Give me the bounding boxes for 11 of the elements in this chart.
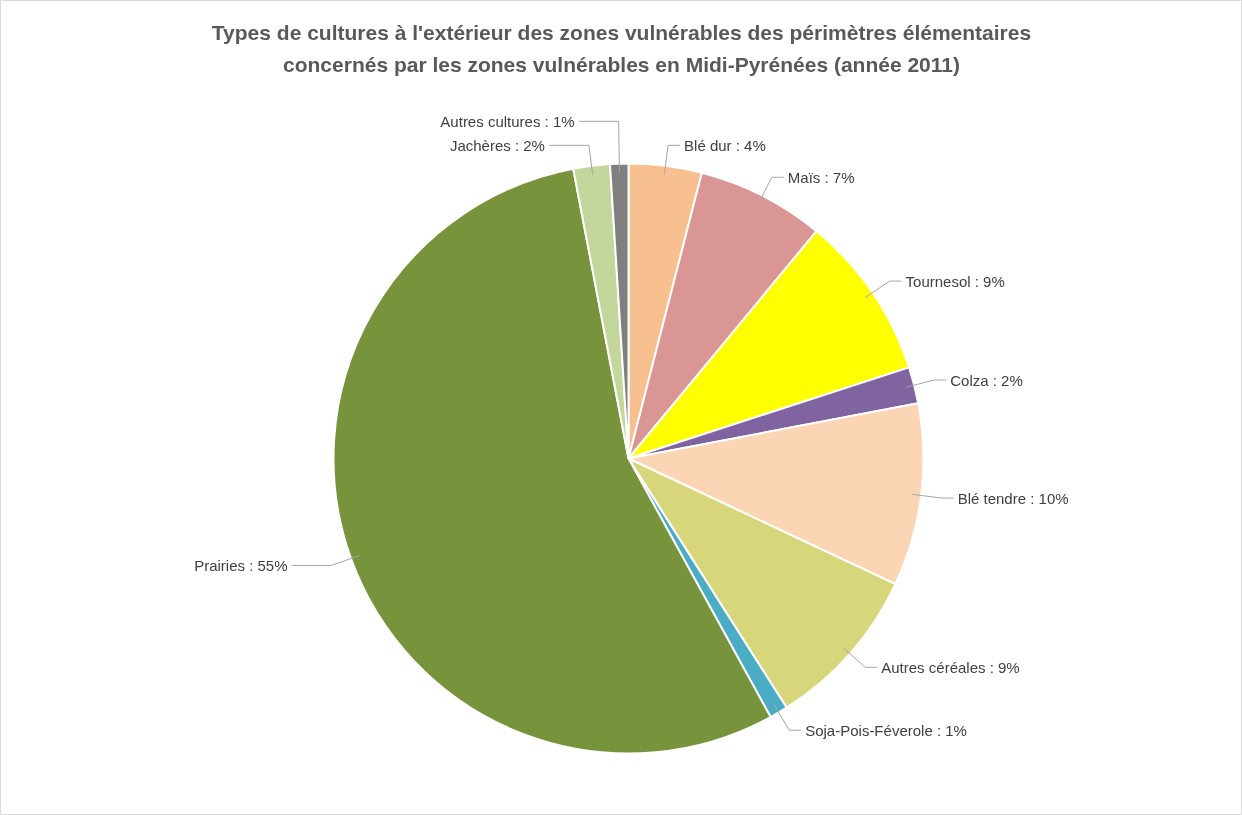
slice-label: Autres céréales : 9%	[881, 658, 1020, 676]
slice-label: Jachères : 2%	[449, 136, 545, 154]
slice-label: Soja-Pois-Féverole : 1%	[805, 721, 967, 739]
chart-title: Types de cultures à l'extérieur des zones vulnérables des périmètres élémentaires concernés par les zones vulnérables en Midi-Pyrénées (année 2011)	[211, 21, 1032, 76]
slice-label: Blé tendre : 10%	[957, 489, 1069, 507]
slice-label: Autres cultures : 1%	[440, 112, 575, 130]
slice-label: Colza : 2%	[950, 371, 1023, 389]
slice-label: Blé dur : 4%	[684, 136, 766, 154]
slice-label: Maïs : 7%	[787, 168, 855, 186]
slice-label: Tournesol : 9%	[905, 272, 1005, 290]
slice-label: Prairies : 55%	[194, 556, 288, 574]
